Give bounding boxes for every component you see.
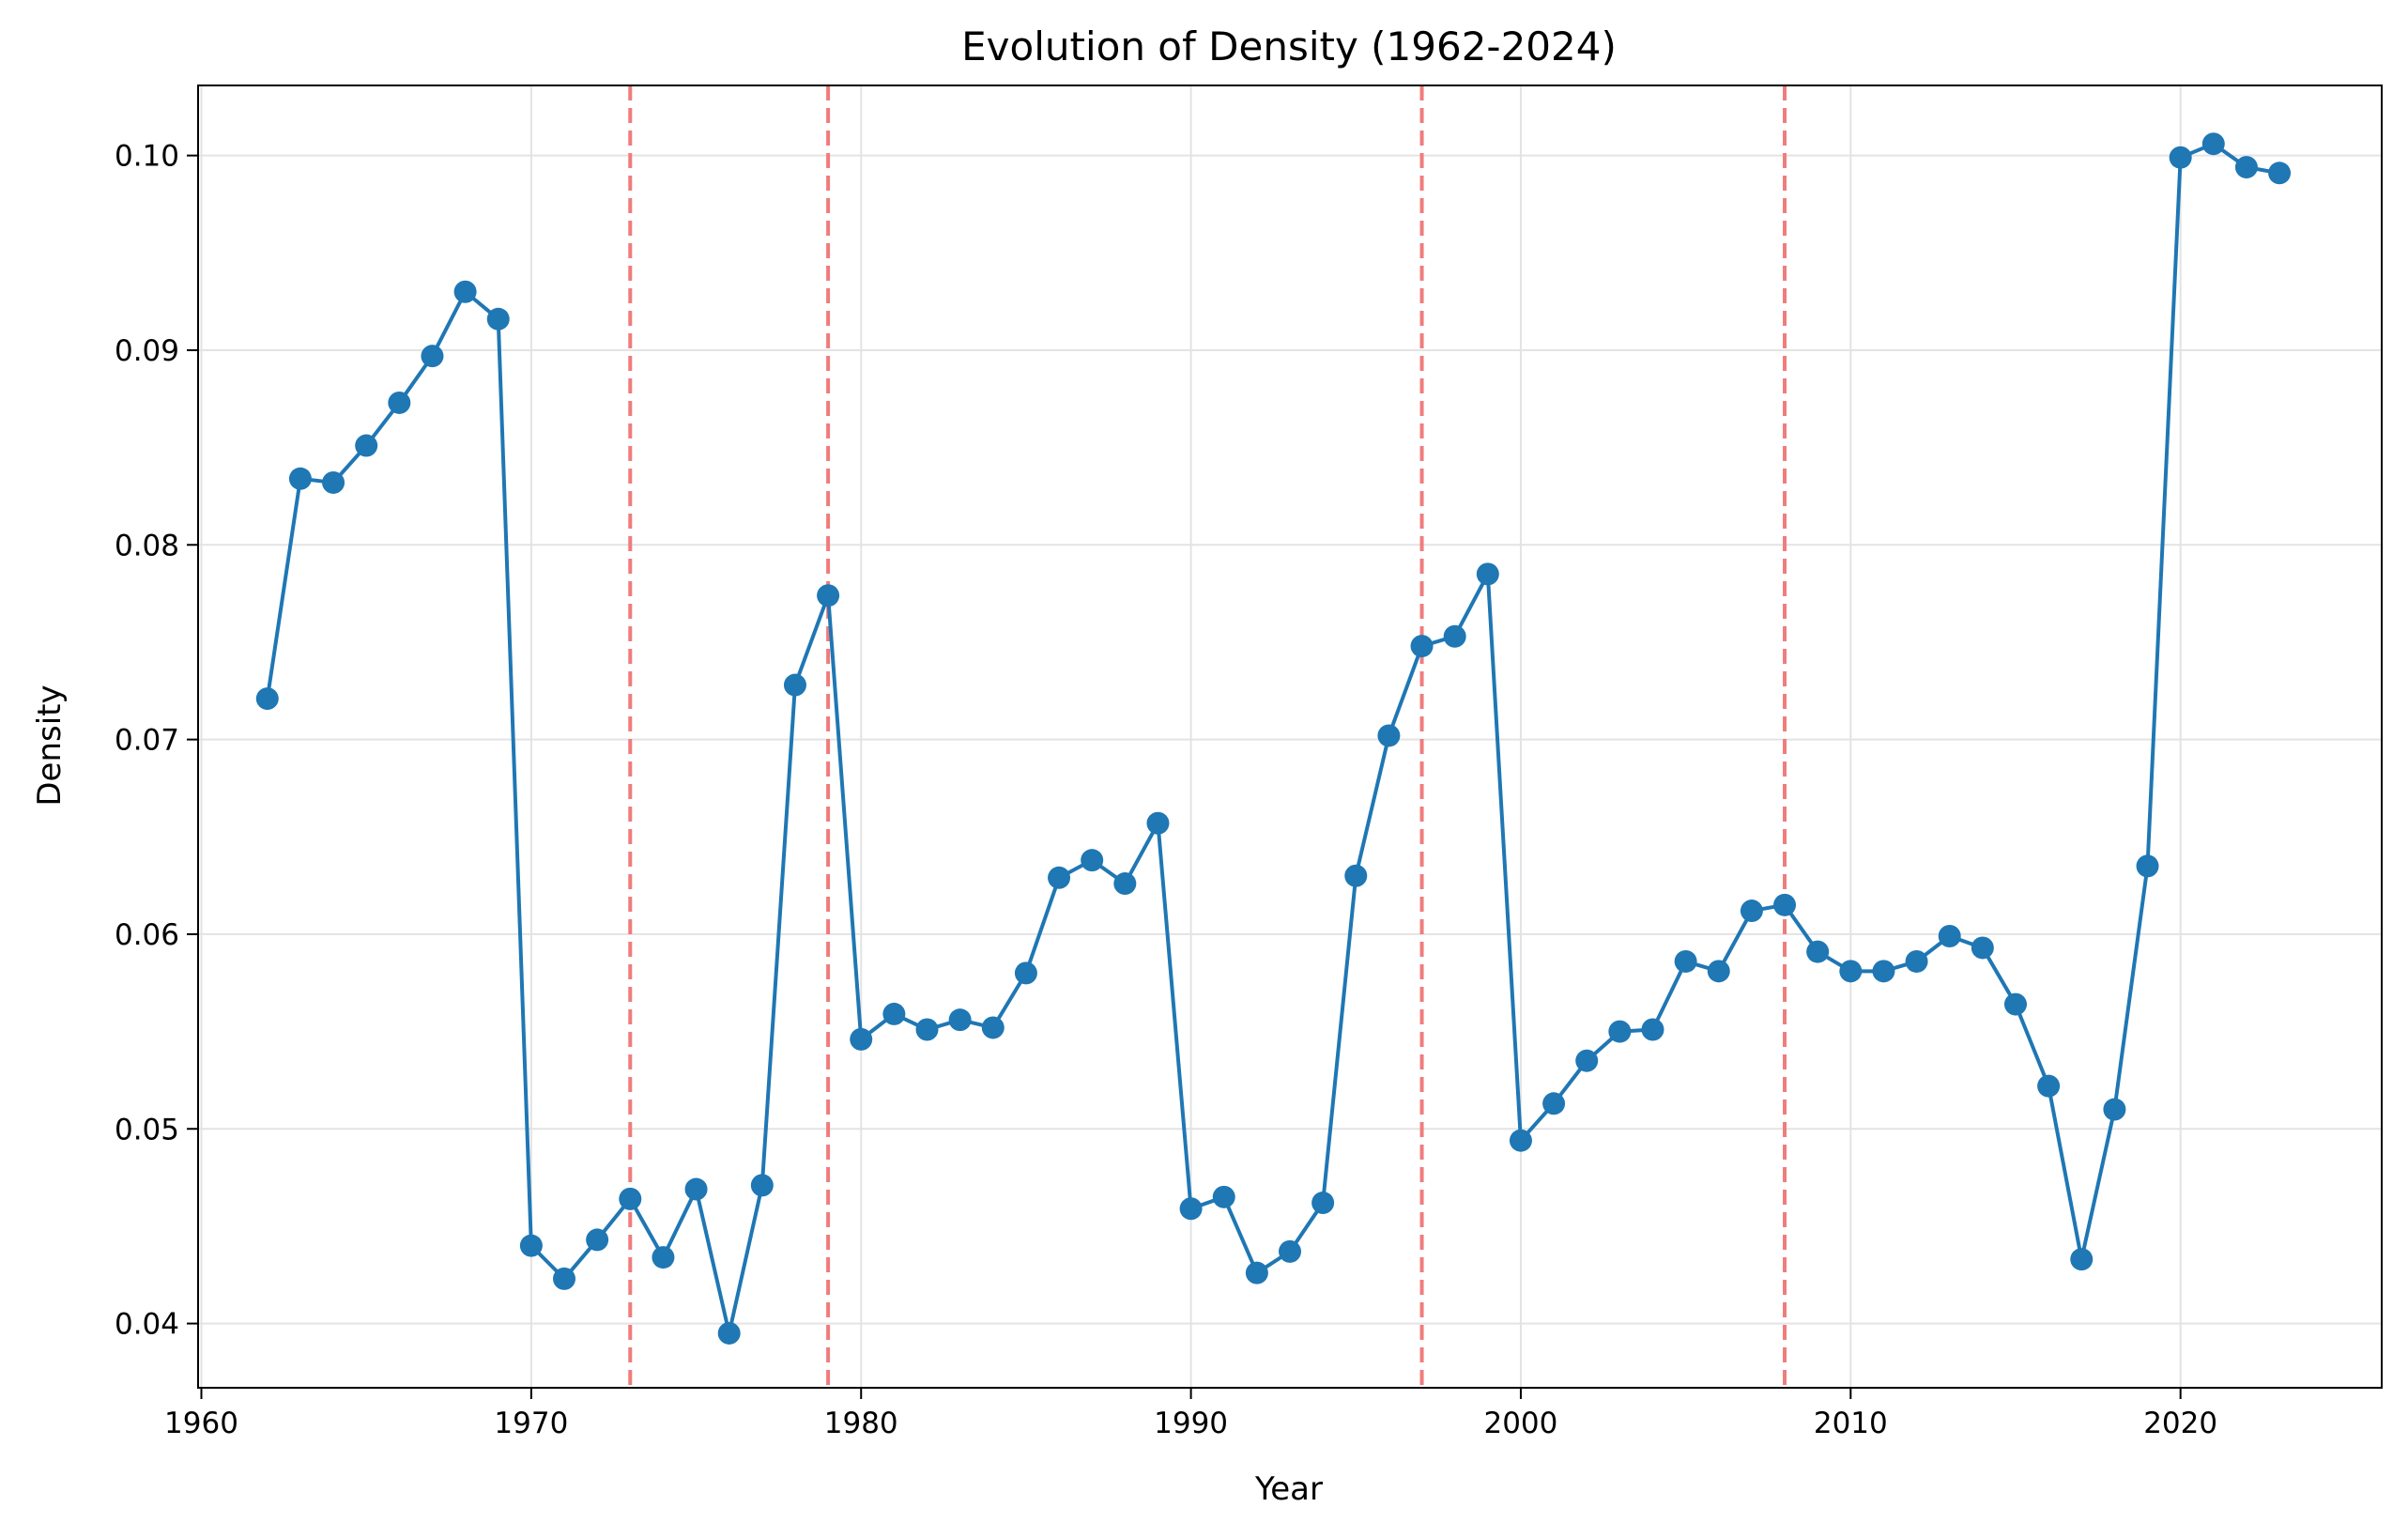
data-point: [1245, 1261, 1268, 1284]
data-point: [850, 1027, 873, 1051]
data-point: [1212, 1185, 1235, 1208]
event-lines: [628, 85, 1787, 1388]
x-tick-label: 2000: [1483, 1407, 1557, 1440]
data-point: [1311, 1192, 1335, 1215]
data-point: [915, 1018, 939, 1041]
data-point: [255, 687, 279, 711]
data-point: [2037, 1074, 2061, 1098]
data-point: [1971, 936, 1994, 960]
data-point: [1443, 624, 1466, 648]
data-point: [1674, 949, 1697, 973]
data-point: [652, 1246, 675, 1269]
y-tick-label: 0.06: [115, 918, 179, 952]
y-tick-label: 0.04: [115, 1308, 179, 1342]
data-point: [1740, 900, 1763, 923]
y-axis-ticks: 0.04 0.05 0.06 0.07 0.08 0.09 0.10: [115, 140, 198, 1342]
data-point: [421, 345, 444, 368]
data-point: [2136, 854, 2159, 878]
data-point: [1279, 1239, 1301, 1263]
y-tick-label: 0.09: [115, 334, 179, 368]
data-point: [1806, 940, 1830, 963]
x-tick-label: 1960: [164, 1407, 238, 1440]
data-point: [453, 280, 477, 303]
data-point: [1608, 1020, 1632, 1043]
data-point: [2003, 992, 2027, 1016]
data-point: [1509, 1129, 1532, 1152]
data-point: [1179, 1197, 1203, 1221]
data-point: [1344, 864, 1368, 887]
data-point: [717, 1321, 741, 1345]
y-tick-label: 0.10: [115, 140, 179, 174]
data-point: [1575, 1049, 1599, 1072]
data-point: [1872, 960, 1895, 983]
y-tick-label: 0.07: [115, 724, 179, 758]
data-point: [1410, 635, 1434, 658]
x-tick-label: 2010: [1814, 1407, 1888, 1440]
data-point: [2268, 161, 2292, 185]
chart-title: Evolution of Density (1962-2024): [961, 23, 1617, 69]
data-point: [2234, 156, 2258, 179]
data-point: [1081, 849, 1104, 872]
x-axis-label: Year: [1254, 1470, 1323, 1508]
data-point: [783, 673, 806, 697]
data-point: [2103, 1098, 2126, 1121]
data-point: [1641, 1018, 1664, 1041]
data-point: [1048, 866, 1071, 889]
data-point: [619, 1187, 642, 1210]
data-point: [981, 1016, 1005, 1039]
x-tick-label: 2020: [2143, 1407, 2217, 1440]
data-point: [355, 434, 378, 457]
data-point: [1905, 949, 1928, 973]
data-point: [2070, 1248, 2094, 1271]
data-point: [1476, 562, 1499, 586]
data-point: [1707, 960, 1730, 983]
data-point: [817, 584, 840, 608]
x-tick-label: 1990: [1154, 1407, 1228, 1440]
data-point: [882, 1002, 906, 1025]
data-point: [1773, 893, 1797, 916]
data-point: [586, 1228, 609, 1252]
data-point: [2169, 146, 2192, 169]
data-point: [1146, 811, 1170, 835]
x-tick-label: 1970: [494, 1407, 568, 1440]
data-point: [1542, 1092, 1566, 1115]
data-point: [288, 467, 312, 490]
data-point: [388, 391, 411, 414]
y-tick-label: 0.05: [115, 1113, 179, 1146]
data-point: [1938, 925, 1961, 948]
data-point: [1113, 872, 1137, 896]
data-point: [486, 307, 510, 331]
data-point: [2201, 132, 2225, 156]
x-axis-ticks: 1960 1970 1980 1990 2000 2010 2020: [164, 1388, 2217, 1440]
x-tick-label: 1980: [824, 1407, 898, 1440]
grid: [198, 85, 2382, 1388]
data-point: [519, 1234, 543, 1257]
data-point: [1014, 961, 1037, 985]
data-point: [750, 1174, 774, 1197]
plot-area-frame: [197, 85, 2383, 1389]
series-markers: [255, 132, 2292, 1345]
data-point: [322, 470, 345, 494]
data-point: [1377, 724, 1401, 747]
data-point: [948, 1008, 972, 1032]
data-point: [1839, 960, 1863, 983]
y-tick-label: 0.08: [115, 529, 179, 562]
y-axis-label: Density: [31, 684, 69, 806]
data-point: [684, 1177, 708, 1201]
data-point: [553, 1267, 576, 1290]
